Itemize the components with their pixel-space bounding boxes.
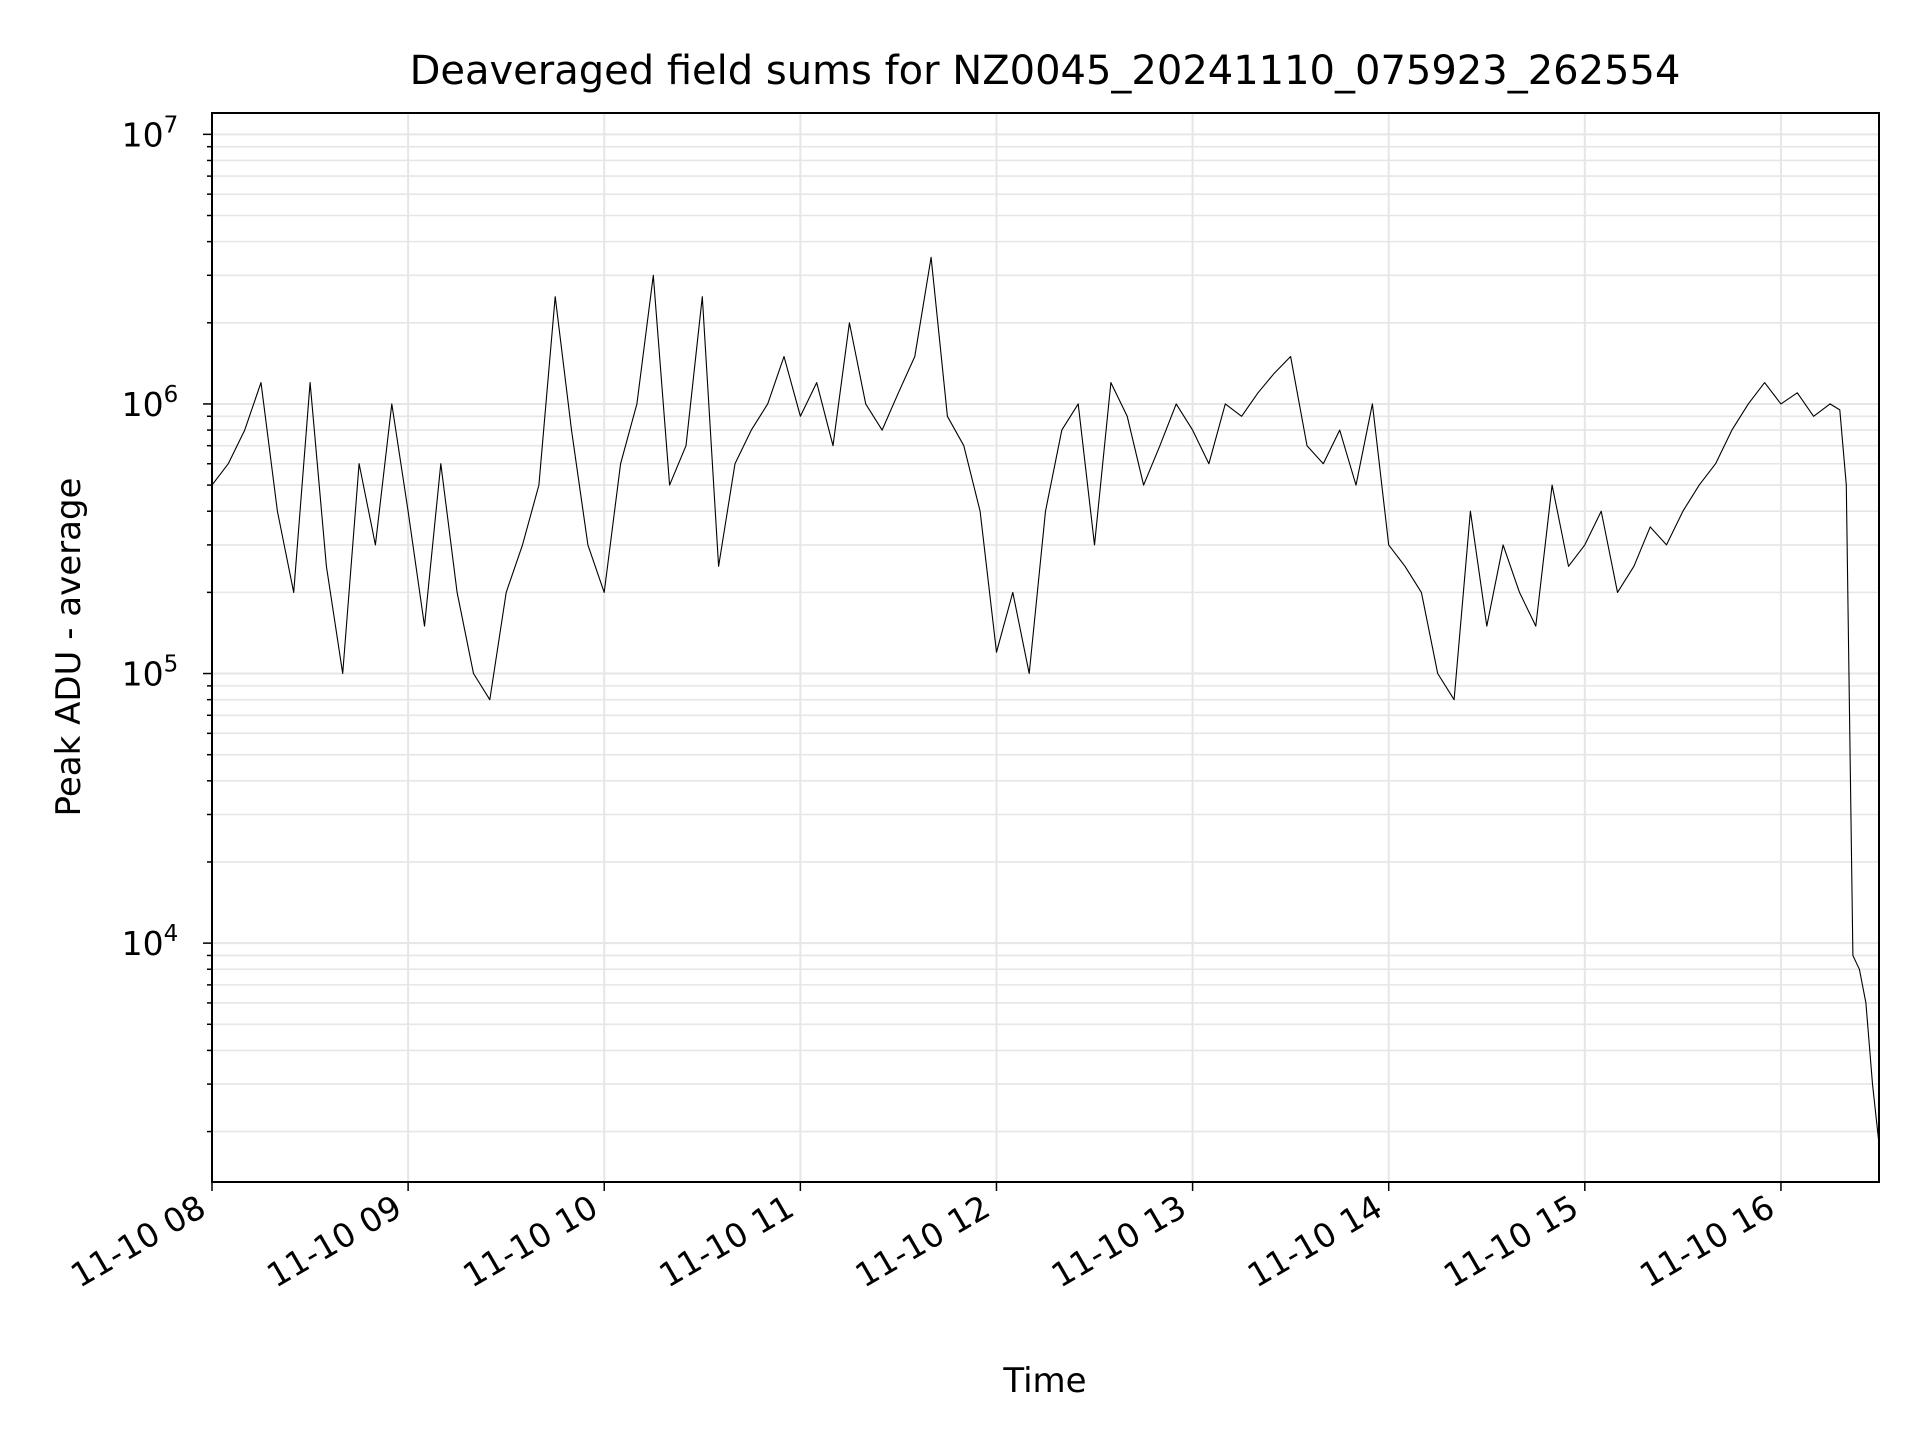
- y-tick-exponent: 4: [164, 921, 179, 947]
- y-tick-label: 104: [122, 921, 179, 963]
- chart-title: Deaveraged field sums for NZ0045_2024111…: [410, 48, 1681, 94]
- x-axis-title: Time: [1002, 1361, 1086, 1401]
- y-tick-label: 106: [122, 382, 179, 424]
- data-series-line: [211, 256, 1880, 1144]
- y-tick-base: 10: [122, 655, 164, 694]
- y-tick-base: 10: [122, 924, 164, 963]
- y-tick-base: 10: [122, 385, 164, 424]
- y-axis-title: Peak ADU - average: [49, 478, 89, 817]
- y-tick-exponent: 6: [164, 382, 179, 408]
- y-tick-exponent: 7: [164, 112, 179, 138]
- grid: [211, 113, 1879, 1182]
- plot-frame: [211, 112, 1880, 1183]
- y-tick-label: 107: [122, 112, 179, 154]
- y-tick-base: 10: [122, 115, 164, 154]
- y-tick-label: 105: [122, 652, 179, 694]
- series-layer: [211, 256, 1880, 1144]
- y-tick-exponent: 5: [164, 652, 179, 678]
